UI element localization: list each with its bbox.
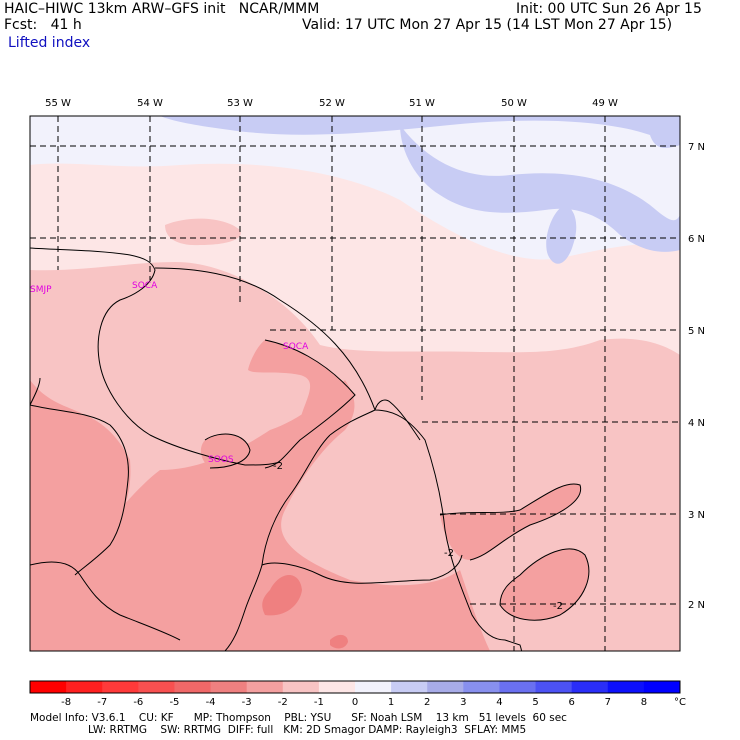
lifted-index-field (30, 116, 680, 651)
contour-label: -2 (553, 601, 563, 612)
colorbar-tick-label: -5 (169, 697, 179, 708)
colorbar-swatch (246, 681, 284, 693)
colorbar-tick-label: 4 (496, 697, 502, 708)
contour-labels: -2 -2 -2 (273, 461, 563, 612)
colorbar-tick-label: 6 (568, 697, 574, 708)
colorbar-tick-label: 5 (532, 697, 538, 708)
contour-label: -2 (444, 548, 454, 559)
forecast-hour: Fcst: 41 h (4, 17, 82, 33)
colorbar-tick-label: 2 (424, 697, 430, 708)
lat-lon-grid (30, 116, 680, 651)
colorbar-tick-label: -4 (206, 697, 216, 708)
colorbar-labels: -8 -7 -6 -5 -4 -3 -2 -1 0 1 2 3 4 5 6 7 8 (61, 697, 647, 708)
field-name: Lifted index (8, 35, 91, 51)
colorbar-frame (29, 680, 681, 694)
colorbar-tick-label: 8 (641, 697, 647, 708)
colorbar-swatch (535, 681, 573, 693)
station-label: SMJP (30, 285, 52, 295)
lon-labels: 55 W 54 W 53 W 52 W 51 W 50 W 49 W (45, 98, 618, 109)
map-frame (29, 115, 681, 652)
valid-time: Valid: 17 UTC Mon 27 Apr 15 (14 LST Mon … (302, 17, 673, 33)
colorbar-tick-label: 3 (460, 697, 466, 708)
lon-label: 55 W (45, 98, 71, 109)
colorbar-swatch (463, 681, 500, 693)
model-info-line: Model Info: V3.6.1 CU: KF MP: Thompson P… (30, 712, 567, 724)
colorbar-swatch (391, 681, 428, 693)
lat-labels: 7 N 6 N 5 N 4 N 3 N 2 N (688, 142, 705, 611)
colorbar-swatch (138, 681, 175, 693)
colorbar-swatch (102, 681, 139, 693)
station-label: SOCA (283, 342, 309, 352)
colorbar-tick-label: -7 (97, 697, 107, 708)
lat-label: 5 N (688, 326, 705, 337)
lon-label: 49 W (592, 98, 618, 109)
colorbar-tick-label: 7 (605, 697, 611, 708)
model-title: HAIC–HIWC 13km ARW–GFS init NCAR/MMM (4, 1, 320, 17)
colorbar-swatch (210, 681, 248, 693)
station-labels: SMJP SOCA SOCA SOOS (30, 281, 309, 465)
lat-label: 6 N (688, 234, 705, 245)
colorbar-swatch (571, 681, 609, 693)
lon-label: 50 W (501, 98, 527, 109)
lat-label: 7 N (688, 142, 705, 153)
colorbar-tick-label: -6 (133, 697, 143, 708)
init-time: Init: 00 UTC Sun 26 Apr 15 (516, 1, 702, 17)
colorbar-tick-label: -8 (61, 697, 71, 708)
lon-label: 53 W (227, 98, 253, 109)
colorbar-swatch (66, 681, 103, 693)
lon-label: 54 W (137, 98, 163, 109)
colorbar-swatch (318, 681, 356, 693)
colorbar-tick-label: -1 (314, 697, 324, 708)
colorbar-swatch (607, 681, 645, 693)
lat-label: 4 N (688, 418, 705, 429)
colorbar-swatch (174, 681, 212, 693)
lon-label: 52 W (319, 98, 345, 109)
colorbar-swatch (355, 681, 392, 693)
colorbar-swatch (643, 681, 681, 693)
colorbar (29, 680, 681, 694)
colorbar-swatch (282, 681, 320, 693)
station-label: SOOS (208, 455, 234, 465)
colorbar-tick-label: -3 (242, 697, 252, 708)
colorbar-unit: °C (674, 697, 686, 708)
lat-label: 2 N (688, 600, 705, 611)
station-label: SOCA (132, 281, 158, 291)
coastlines-borders (30, 247, 523, 651)
colorbar-swatch (499, 681, 537, 693)
colorbar-swatch (30, 681, 67, 693)
colorbar-tick-label: 0 (352, 697, 358, 708)
colorbar-tick-label: -2 (278, 697, 288, 708)
contour-label: -2 (273, 461, 283, 472)
colorbar-swatch (427, 681, 464, 693)
lon-label: 51 W (409, 98, 435, 109)
lat-label: 3 N (688, 510, 705, 521)
colorbar-tick-label: 1 (388, 697, 394, 708)
lifted-index-contours (204, 339, 590, 621)
physics-info-line: LW: RRTMG SW: RRTMG DIFF: full KM: 2D Sm… (88, 724, 527, 736)
